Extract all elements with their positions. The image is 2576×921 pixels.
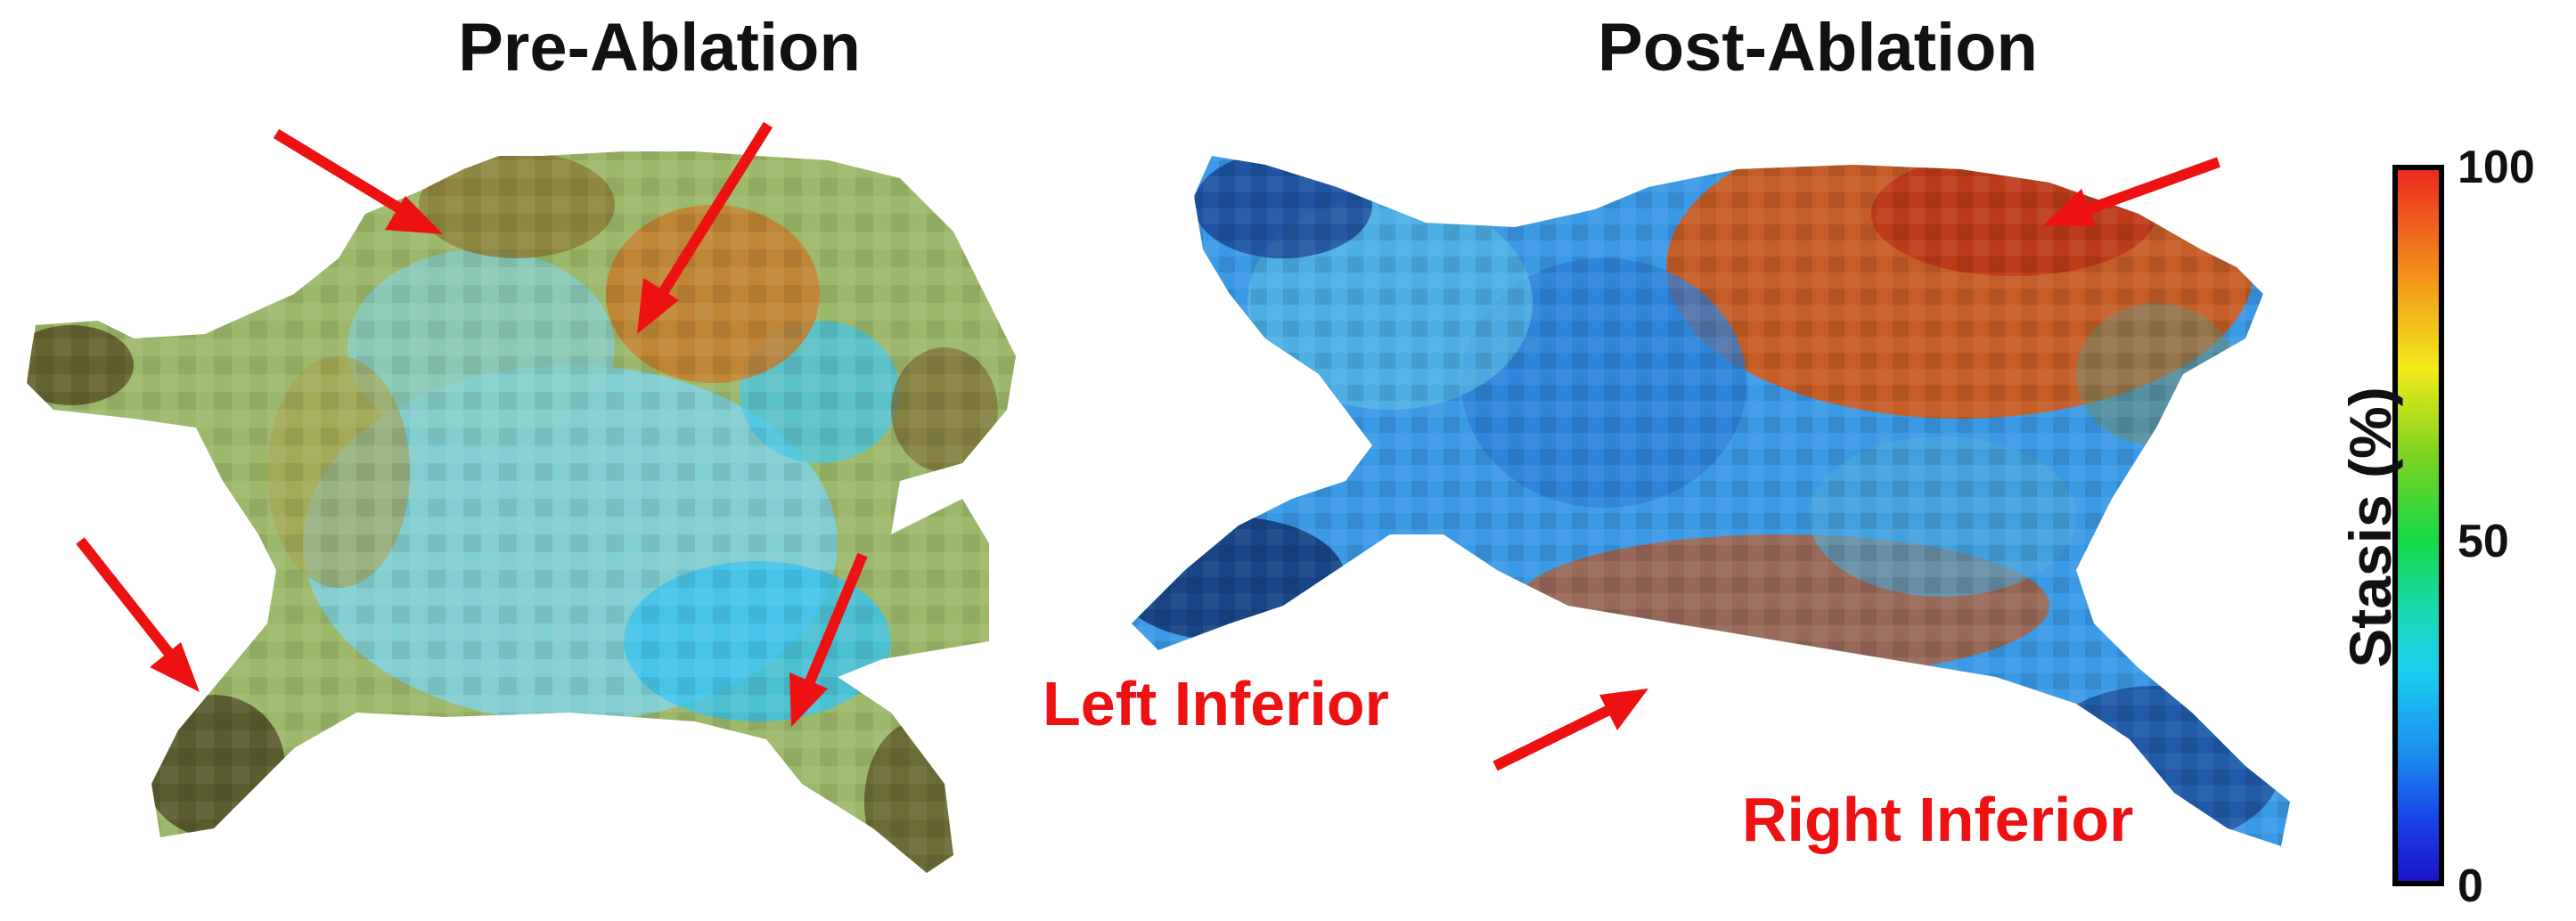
left-inferior-label: Left Inferior — [1043, 669, 1389, 738]
colorbar-tick-0: 0 — [2457, 860, 2483, 912]
arrow-pre-bottom-left — [76, 537, 200, 692]
annotation-arrows — [76, 121, 2221, 771]
post-ablation-title: Post-Ablation — [1598, 10, 2038, 86]
colorbar-label: Stasis (%) — [2337, 387, 2403, 668]
arrow-pre-top-left — [273, 128, 443, 234]
pre-ablation-title: Pre-Ablation — [458, 10, 861, 86]
arrow-post-bottom — [1492, 689, 1648, 771]
colorbar-tick-100: 100 — [2457, 142, 2535, 193]
arrow-post-top-right — [2043, 157, 2221, 226]
right-inferior-label: Right Inferior — [1742, 785, 2134, 854]
arrow-pre-top-right — [637, 121, 773, 334]
pre-ablation-map — [27, 151, 1016, 873]
post-ablation-map — [1132, 156, 2290, 846]
arrow-pre-bottom-right — [789, 552, 868, 727]
stasis-colorbar — [2392, 165, 2444, 886]
colorbar-tick-50: 50 — [2457, 516, 2509, 567]
